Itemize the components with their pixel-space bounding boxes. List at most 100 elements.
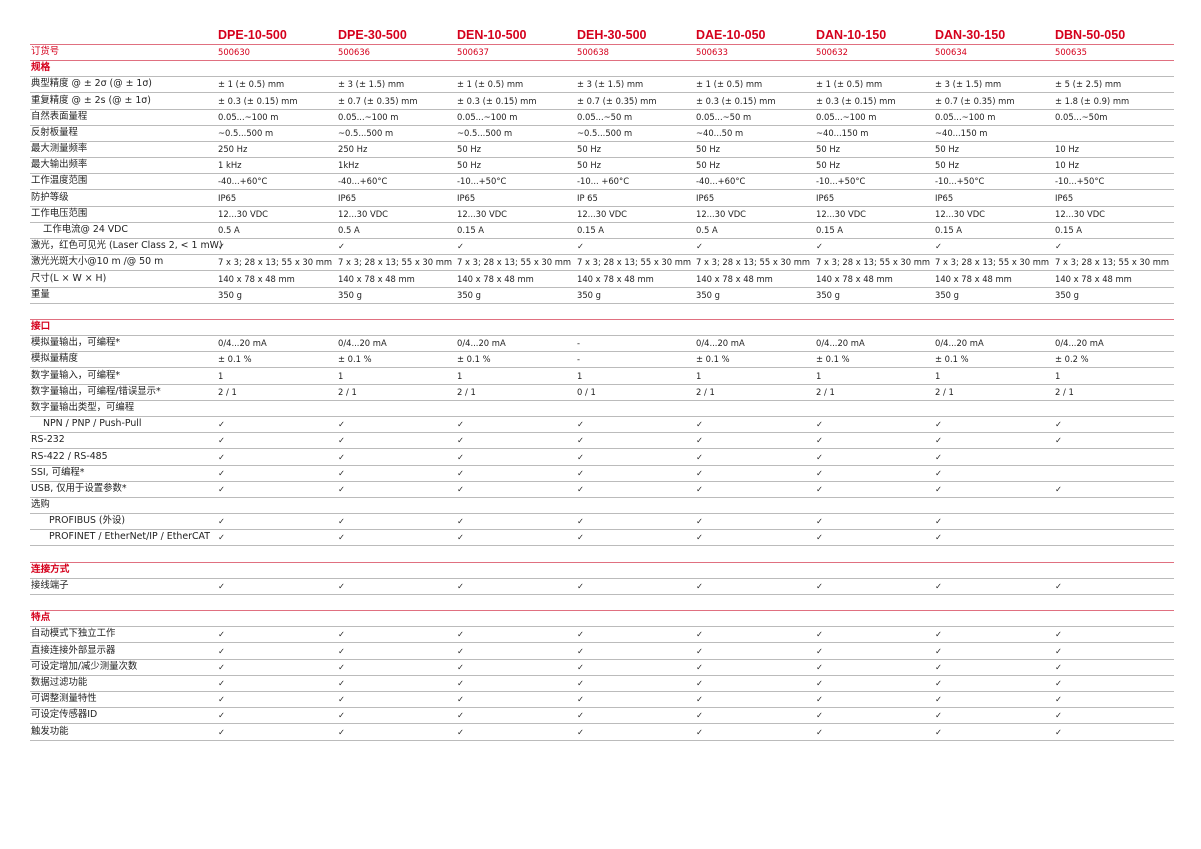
cell: ✓: [457, 645, 465, 656]
cell: ✓: [218, 629, 226, 640]
cell: ✓: [696, 532, 704, 543]
cell: ✓: [457, 629, 465, 640]
cell: -40...+60°C: [218, 176, 268, 187]
row-rule: [30, 626, 1174, 628]
cell: ± 0.1 %: [457, 354, 491, 365]
cell: ~40...150 m: [816, 127, 869, 138]
cell: ✓: [696, 645, 704, 656]
row-rule: [30, 432, 1174, 434]
row-label: 最大测量频率: [31, 143, 88, 155]
cell: 1: [577, 370, 583, 381]
row-label: PROFIBUS (外设): [49, 515, 125, 527]
cell: ± 0.1 %: [935, 354, 969, 365]
cell: 140 x 78 x 48 mm: [577, 273, 654, 284]
cell: ✓: [696, 710, 704, 721]
cell: ✓: [1055, 726, 1063, 737]
row-label: 工作电压范围: [31, 207, 88, 219]
cell: -40...+60°C: [696, 176, 746, 187]
cell: 0.05...~50m: [1055, 111, 1108, 122]
cell: -10... +60°C: [577, 176, 630, 187]
row-rule: [30, 691, 1174, 693]
product-name: DAN-10-150: [816, 28, 887, 42]
cell: ✓: [218, 451, 226, 462]
cell: 2 / 1: [1055, 386, 1074, 397]
product-name: DEN-10-500: [457, 28, 527, 42]
order-number: 500637: [457, 47, 489, 57]
row-label: 可设定传感器ID: [31, 709, 98, 721]
row-rule: [30, 577, 1174, 579]
row-label: 模拟量输出，可编程*: [31, 337, 121, 349]
cell: 0/4...20 mA: [1055, 338, 1104, 349]
product-name: DEH-30-500: [577, 28, 647, 42]
row-label: NPN / PNP / Push-Pull: [43, 418, 142, 430]
cell: ✓: [696, 241, 704, 252]
cell: ✓: [338, 678, 346, 689]
cell: ± 3 (± 1.5) mm: [338, 79, 405, 90]
cell: ✓: [816, 629, 824, 640]
cell: ✓: [935, 629, 943, 640]
cell: 140 x 78 x 48 mm: [338, 273, 415, 284]
cell: ✓: [935, 451, 943, 462]
cell: ✓: [577, 435, 585, 446]
row-label: USB, 仅用于设置参数*: [31, 482, 127, 494]
cell: 0/4...20 mA: [696, 338, 745, 349]
cell: ✓: [338, 661, 346, 672]
section-title: 接口: [31, 321, 51, 333]
cell: ✓: [935, 467, 943, 478]
cell: IP65: [816, 192, 835, 203]
cell: ✓: [696, 516, 704, 527]
cell: ✓: [218, 710, 226, 721]
cell: ✓: [457, 678, 465, 689]
cell: ✓: [577, 645, 585, 656]
cell: ± 0.7 (± 0.35) mm: [338, 95, 418, 106]
row-label: 激光光斑大小@10 m /@ 50 m: [31, 256, 164, 268]
cell: ✓: [696, 451, 704, 462]
row-rule: [30, 448, 1174, 450]
cell: 12...30 VDC: [218, 208, 268, 219]
cell: 0.5 A: [218, 224, 240, 235]
cell: ✓: [1055, 678, 1063, 689]
cell: ± 0.3 (± 0.15) mm: [696, 95, 776, 106]
cell: 0.15 A: [816, 224, 844, 235]
cell: 0/4...20 mA: [338, 338, 387, 349]
cell: ✓: [935, 516, 943, 527]
row-rule: [30, 157, 1174, 159]
cell: 2 / 1: [935, 386, 954, 397]
cell: ✓: [935, 241, 943, 252]
section-title: 规格: [31, 62, 51, 74]
cell: 350 g: [457, 289, 481, 300]
cell: 1 kHz: [218, 160, 242, 171]
product-name: DPE-30-500: [338, 28, 407, 42]
row-label: 反射板量程: [31, 126, 78, 138]
cell: ✓: [457, 241, 465, 252]
product-name: DAE-10-050: [696, 28, 766, 42]
cell: 0.05...~100 m: [457, 111, 518, 122]
cell: ✓: [935, 532, 943, 543]
cell: ✓: [816, 467, 824, 478]
cell: 12...30 VDC: [1055, 208, 1105, 219]
cell: ± 1 (± 0.5) mm: [816, 79, 883, 90]
row-rule: [30, 723, 1174, 725]
cell: 0.5 A: [338, 224, 360, 235]
row-label: 工作电流@ 24 VDC: [43, 223, 128, 235]
cell: ± 3 (± 1.5) mm: [935, 79, 1002, 90]
cell: ✓: [816, 451, 824, 462]
row-label: 激光，红色可见光 (Laser Class 2, < 1 mW): [31, 240, 223, 252]
cell: 0.15 A: [577, 224, 605, 235]
cell: 10 Hz: [1055, 144, 1080, 155]
row-rule: [30, 367, 1174, 369]
cell: ✓: [457, 451, 465, 462]
cell: ✓: [338, 645, 346, 656]
row-rule: [30, 92, 1174, 94]
row-label: 最大输出频率: [31, 159, 88, 171]
cell: ✓: [577, 483, 585, 494]
cell: 0.5 A: [696, 224, 718, 235]
cell: 0.05...~100 m: [218, 111, 279, 122]
cell: ± 0.3 (± 0.15) mm: [218, 95, 298, 106]
cell: ✓: [816, 532, 824, 543]
cell: 140 x 78 x 48 mm: [218, 273, 295, 284]
row-label: SSI, 可编程*: [31, 466, 85, 478]
row-rule: [30, 302, 1174, 304]
cell: 50 Hz: [457, 160, 482, 171]
cell: ~0.5...500 m: [457, 127, 513, 138]
